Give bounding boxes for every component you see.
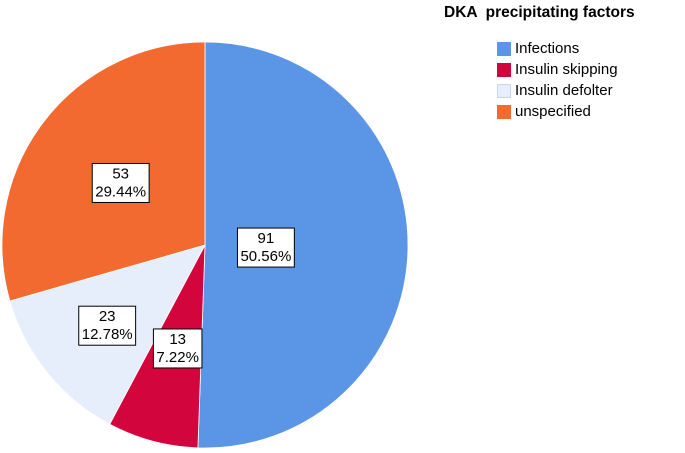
legend-swatch-insulin-skipping (497, 62, 511, 77)
legend-item-insulin-skipping: Insulin skipping (497, 59, 618, 80)
data-label-count: 13 (169, 331, 186, 348)
data-label-count: 91 (258, 230, 275, 247)
legend-item-unspecified: unspecified (497, 101, 618, 122)
data-label-box (78, 305, 137, 346)
data-label-box (152, 328, 203, 369)
data-label-percent: 29.44% (95, 183, 146, 200)
legend-label: Insulin defolter (515, 82, 613, 99)
legend-swatch-infections (497, 41, 511, 56)
data-label-box (91, 162, 150, 203)
legend-label: unspecified (515, 103, 591, 120)
legend: Infections Insulin skipping Insulin defo… (497, 38, 618, 122)
legend-label: Infections (515, 40, 580, 57)
legend-item-insulin-defolter: Insulin defolter (497, 80, 618, 101)
legend-swatch-unspecified (497, 104, 511, 119)
data-label-box (236, 227, 295, 268)
data-label-count: 53 (112, 165, 129, 182)
pie-slice-infections (197, 41, 409, 449)
data-label-insulin-skipping: 137.22% (152, 328, 203, 369)
legend-swatch-insulin-defolter (497, 83, 511, 98)
data-label-percent: 7.22% (156, 349, 199, 366)
data-label-percent: 12.78% (82, 326, 133, 343)
legend-label: Insulin skipping (515, 61, 618, 78)
data-label-count: 23 (99, 308, 116, 325)
data-label-percent: 50.56% (240, 248, 291, 265)
legend-item-infections: Infections (497, 38, 618, 59)
legend-title: DKA precipitating factors (444, 4, 635, 21)
